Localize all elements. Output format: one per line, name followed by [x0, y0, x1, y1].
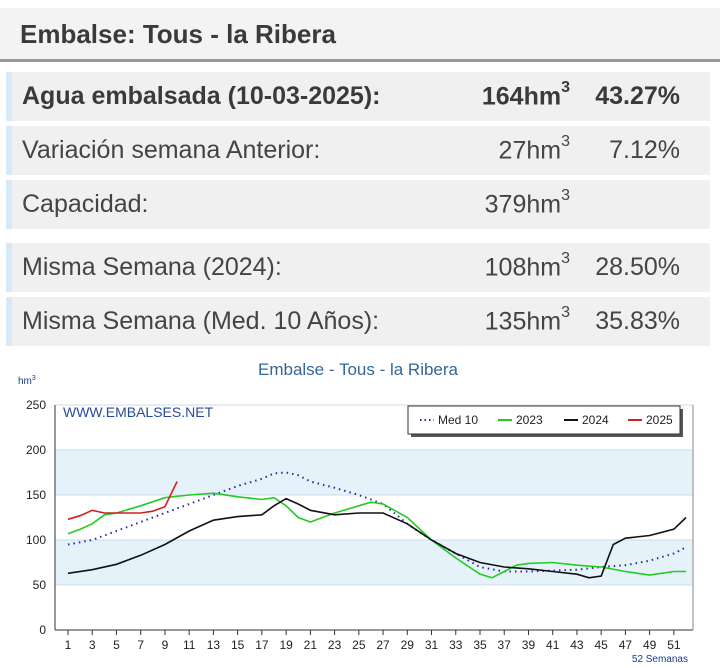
- y-tick-label: 150: [26, 488, 46, 502]
- x-tick-label: 1: [65, 638, 72, 652]
- x-tick-label: 13: [207, 638, 221, 652]
- title-bar: Embalse: Tous - la Ribera: [0, 8, 720, 62]
- y-tick-label: 50: [33, 578, 47, 592]
- x-tick-label: 41: [546, 638, 560, 652]
- stat-percent: 28.50%: [595, 253, 680, 281]
- y-tick-label: 0: [39, 623, 46, 637]
- x-tick-label: 3: [89, 638, 96, 652]
- x-tick-label: 45: [594, 638, 608, 652]
- legend-entry: 2024: [582, 413, 609, 427]
- grid-band: [55, 450, 693, 495]
- series-line-2023: [67, 492, 686, 579]
- x-tick-label: 7: [137, 638, 144, 652]
- x-tick-label: 25: [352, 638, 366, 652]
- y-tick-label: 100: [26, 533, 46, 547]
- x-tick-label: 31: [425, 638, 439, 652]
- x-tick-label: 33: [449, 638, 463, 652]
- y-tick-label: 200: [26, 443, 46, 457]
- stat-row-current: Agua embalsada (10-03-2025): 164hm3 43.2…: [6, 72, 710, 121]
- series-line-2025: [67, 481, 178, 521]
- stat-label: Misma Semana (Med. 10 Años):: [22, 307, 380, 335]
- stat-row-variation: Variación semana Anterior: 27hm3 7.12%: [6, 126, 710, 175]
- x-tick-label: 17: [255, 638, 269, 652]
- y-axis-label: hm3: [18, 375, 36, 387]
- stat-percent: 35.83%: [595, 307, 680, 335]
- series-line-2024: [67, 497, 687, 579]
- x-tick-label: 37: [498, 638, 512, 652]
- stat-percent: 7.12%: [609, 136, 680, 164]
- page-title: Embalse: Tous - la Ribera: [20, 19, 336, 49]
- legend-entry: 2025: [646, 413, 673, 427]
- stat-label: Capacidad:: [22, 190, 149, 218]
- x-axis-label: 52 Semanas: [632, 654, 688, 663]
- x-tick-label: 39: [522, 638, 536, 652]
- chart-legend: Med 10 2023 2024 2025: [407, 405, 683, 437]
- x-tick-label: 9: [162, 638, 169, 652]
- x-tick-label: 21: [304, 638, 318, 652]
- chart-title: Embalse - Tous - la Ribera: [258, 360, 459, 379]
- x-tick-label: 29: [401, 638, 415, 652]
- x-tick-label: 51: [667, 638, 681, 652]
- grid-band: [55, 540, 693, 585]
- stat-row-capacity: Capacidad: 379hm3: [6, 180, 710, 229]
- chart-watermark: WWW.EMBALSES.NET: [63, 404, 214, 420]
- stat-value: 164hm3: [481, 79, 570, 111]
- reservoir-chart: Embalse - Tous - la Ribera hm3 0 50 100 150…: [0, 350, 720, 665]
- stat-value: 135hm3: [484, 304, 570, 336]
- y-tick-label: 250: [26, 398, 46, 412]
- x-tick-label: 5: [113, 638, 120, 652]
- stat-percent: 43.27%: [595, 82, 680, 110]
- stat-row-same-week-avg: Misma Semana (Med. 10 Años): 135hm3 35.8…: [6, 297, 710, 346]
- x-tick-label: 43: [570, 638, 584, 652]
- stat-row-same-week-2024: Misma Semana (2024): 108hm3 28.50%: [6, 243, 710, 292]
- x-tick-label: 15: [231, 638, 245, 652]
- stat-value: 379hm3: [484, 187, 570, 219]
- stat-label: Misma Semana (2024):: [22, 253, 282, 281]
- legend-entry: 2023: [516, 413, 543, 427]
- legend-entry: Med 10: [438, 413, 478, 427]
- stat-value: 108hm3: [484, 250, 570, 282]
- x-tick-label: 23: [328, 638, 342, 652]
- chart-svg: Embalse - Tous - la Ribera hm3 0 50 100 150…: [18, 360, 694, 665]
- x-tick-label: 27: [376, 638, 390, 652]
- x-tick-label: 47: [619, 638, 633, 652]
- stat-label: Variación semana Anterior:: [22, 136, 321, 164]
- x-tick-label: 19: [279, 638, 293, 652]
- x-tick-label: 11: [183, 638, 196, 652]
- x-tick-label: 49: [643, 638, 657, 652]
- stat-label: Agua embalsada (10-03-2025):: [22, 82, 381, 110]
- stat-value: 27hm3: [498, 133, 570, 165]
- x-tick-label: 35: [473, 638, 487, 652]
